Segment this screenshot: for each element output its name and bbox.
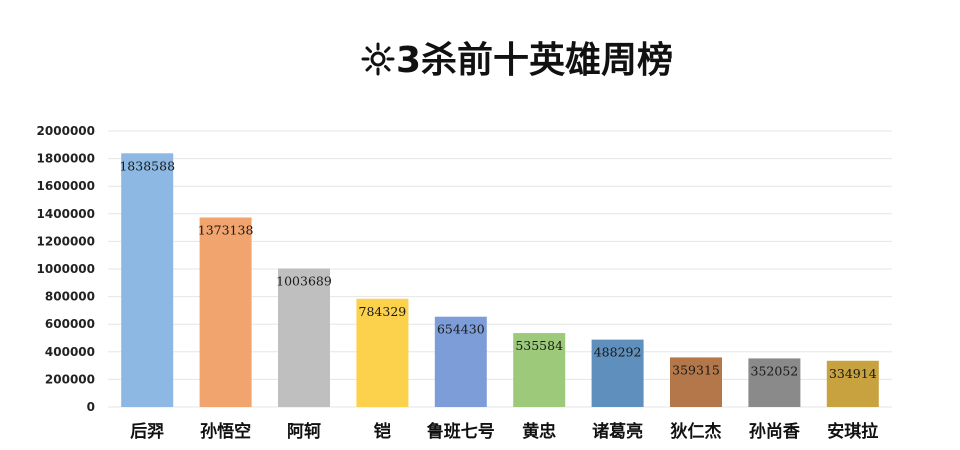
- bar-value-label: 654430: [437, 322, 485, 337]
- y-tick-label: 200000: [45, 372, 95, 386]
- y-axis-ticks: 0 200000 400000 600000 800000 1000000 1200000 1…: [37, 124, 95, 414]
- sun-icon: [361, 42, 395, 76]
- chart-title-text: 3杀前十英雄周榜: [396, 40, 673, 81]
- x-category-label: 鲁班七号: [427, 421, 495, 442]
- x-category-label: 黄忠: [522, 421, 556, 442]
- bar-value-label: 1003689: [276, 273, 332, 288]
- y-tick-label: 1600000: [37, 179, 95, 193]
- bar-value-label: 535584: [515, 338, 563, 353]
- data-labels: 1838588 1373138 1003689 784329 654430 535584 4…: [119, 158, 876, 381]
- y-tick-label: 600000: [45, 317, 95, 331]
- y-tick-label: 0: [87, 400, 95, 414]
- x-category-label: 狄仁杰: [670, 421, 722, 442]
- bar-value-label: 488292: [594, 345, 642, 360]
- bar: [121, 153, 174, 407]
- bar-value-label: 352052: [751, 363, 799, 378]
- bar-value-label: 359315: [672, 362, 720, 377]
- x-category-label: 孙悟空: [200, 421, 251, 442]
- x-category-label: 阿轲: [287, 421, 321, 442]
- x-category-label: 诸葛亮: [592, 421, 643, 442]
- y-tick-label: 1800000: [37, 152, 95, 166]
- bar: [748, 358, 801, 407]
- y-tick-label: 2000000: [37, 124, 95, 138]
- x-category-label: 后羿: [130, 422, 164, 442]
- bar: [278, 268, 330, 407]
- y-tick-label: 1000000: [37, 262, 95, 276]
- y-tick-label: 1200000: [37, 234, 95, 248]
- bar-value-label: 1373138: [198, 223, 254, 238]
- bar: [434, 316, 487, 407]
- bar-value-label: 334914: [829, 366, 877, 381]
- bar-value-label: 784329: [359, 304, 407, 319]
- bar: [591, 339, 644, 407]
- x-category-label: 孙尚香: [749, 421, 800, 442]
- y-tick-label: 400000: [45, 345, 95, 359]
- bars: [121, 153, 879, 407]
- bar-value-label: 1838588: [119, 158, 175, 173]
- bar: [670, 357, 722, 407]
- bar: [356, 298, 409, 407]
- bar: [513, 333, 566, 407]
- y-tick-label: 800000: [45, 290, 95, 304]
- bar: [199, 217, 252, 407]
- x-category-label: 铠: [374, 421, 391, 442]
- x-category-label: 安琪拉: [827, 421, 878, 442]
- chart-title: 3杀前十英雄周榜: [361, 40, 673, 81]
- y-tick-label: 1400000: [37, 207, 95, 221]
- bar: [826, 360, 879, 407]
- x-axis-categories: 后羿 孙悟空 阿轲 铠 鲁班七号 黄忠 诸葛亮 狄仁杰 孙尚香 安琪拉: [130, 421, 878, 442]
